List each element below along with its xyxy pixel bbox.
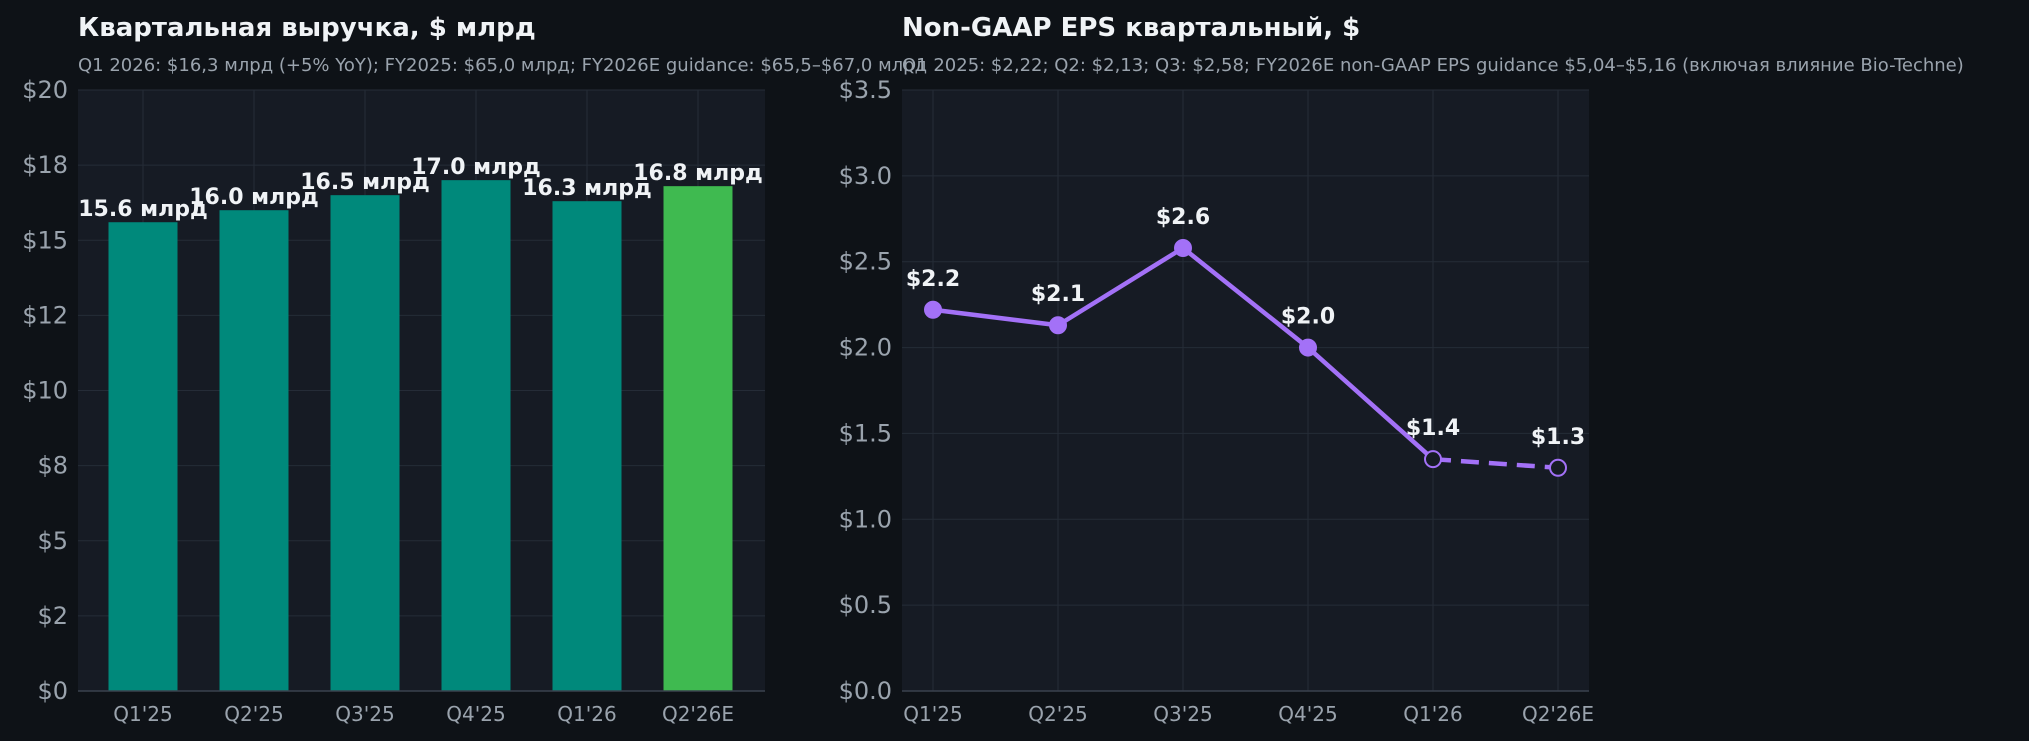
eps-point — [1299, 338, 1317, 357]
revenue-y-tick-label: $15 — [22, 226, 68, 254]
revenue-y-tick-label: $20 — [22, 76, 68, 104]
revenue-y-tick-label: $18 — [22, 151, 68, 179]
eps-y-tick-label: $3.0 — [839, 162, 892, 190]
revenue-y-tick-label: $0 — [37, 677, 68, 705]
eps-estimate-point — [1424, 450, 1442, 469]
eps-chart: Non-GAAP EPS квартальный, $ Q1 2025: $2,… — [839, 13, 1964, 726]
eps-chart-subtitle: Q1 2025: $2,22; Q2: $2,13; Q3: $2,58; FY… — [902, 55, 1964, 76]
revenue-x-tick-label: Q1'26 — [557, 702, 616, 726]
revenue-bar-label: 16.3 млрд — [522, 176, 652, 201]
eps-point-label: $2.0 — [1281, 305, 1335, 330]
eps-y-tick-label: $3.5 — [839, 76, 892, 104]
revenue-bar-label: 15.6 млрд — [78, 197, 208, 222]
eps-point-label: $2.6 — [1156, 205, 1210, 230]
revenue-y-ticks: $0 $2 $5 $8 $10 $12 $15 $18 $20 — [22, 76, 68, 705]
revenue-bar — [441, 180, 511, 691]
revenue-y-tick-label: $10 — [22, 377, 68, 405]
revenue-x-tick-label: Q3'25 — [335, 702, 394, 726]
eps-y-ticks: $0.0 $0.5 $1.0 $1.5 $2.0 $2.5 $3.0 $3.5 — [839, 76, 892, 705]
revenue-bar — [219, 210, 289, 691]
eps-estimate-point — [1549, 458, 1567, 477]
revenue-bar — [330, 195, 400, 692]
revenue-bar — [552, 201, 622, 691]
eps-estimate-line — [1432, 456, 1559, 471]
revenue-x-tick-label: Q2'26E — [662, 702, 734, 726]
eps-point — [1174, 238, 1192, 257]
eps-point — [924, 300, 942, 319]
eps-plot-area — [902, 90, 1589, 691]
revenue-chart: Квартальная выручка, $ млрд Q1 2026: $16… — [22, 13, 927, 726]
revenue-x-tick-label: Q2'25 — [224, 702, 283, 726]
revenue-gridlines — [78, 89, 765, 692]
eps-y-tick-label: $1.5 — [839, 419, 892, 447]
revenue-y-tick-label: $5 — [37, 527, 68, 555]
revenue-bar — [108, 222, 178, 691]
revenue-x-tick-label: Q4'25 — [446, 702, 505, 726]
eps-point-label: $2.1 — [1031, 282, 1085, 307]
revenue-bar-label: 17.0 млрд — [411, 155, 541, 180]
revenue-bar-label: 16.5 млрд — [300, 170, 430, 195]
eps-data-labels: $2.2 $2.1 $2.6 $2.0 $1.4 $1.3 — [906, 205, 1585, 450]
eps-point-label: $1.4 — [1406, 416, 1460, 441]
revenue-bars — [108, 180, 733, 692]
eps-x-tick-label: Q1'25 — [903, 702, 962, 726]
revenue-chart-title: Квартальная выручка, $ млрд — [78, 13, 536, 43]
eps-y-tick-label: $2.5 — [839, 248, 892, 276]
eps-x-ticks: Q1'25 Q2'25 Q3'25 Q4'25 Q1'26 Q2'26E — [903, 702, 1594, 726]
eps-x-tick-label: Q2'25 — [1028, 702, 1087, 726]
revenue-chart-subtitle: Q1 2026: $16,3 млрд (+5% YoY); FY2025: $… — [78, 55, 927, 76]
revenue-y-tick-label: $12 — [22, 301, 68, 329]
eps-y-tick-label: $0.5 — [839, 591, 892, 619]
revenue-bar — [663, 186, 733, 691]
revenue-y-tick-label: $2 — [37, 602, 68, 630]
eps-x-tick-label: Q4'25 — [1278, 702, 1337, 726]
eps-chart-title: Non-GAAP EPS квартальный, $ — [902, 13, 1360, 43]
eps-y-tick-label: $1.0 — [839, 505, 892, 533]
revenue-x-tick-label: Q1'25 — [113, 702, 172, 726]
eps-x-tick-label: Q3'25 — [1153, 702, 1212, 726]
eps-point-label: $2.2 — [906, 267, 960, 292]
revenue-y-tick-label: $8 — [37, 452, 68, 480]
revenue-bar-label: 16.8 млрд — [633, 161, 763, 186]
eps-point-label: $1.3 — [1531, 425, 1585, 450]
revenue-x-ticks: Q1'25 Q2'25 Q3'25 Q4'25 Q1'26 Q2'26E — [113, 702, 734, 726]
revenue-bar-label: 16.0 млрд — [189, 185, 319, 210]
eps-x-tick-label: Q1'26 — [1403, 702, 1462, 726]
eps-y-tick-label: $0.0 — [839, 677, 892, 705]
eps-x-tick-label: Q2'26E — [1522, 702, 1594, 726]
eps-point — [1049, 316, 1067, 335]
eps-points — [924, 238, 1567, 477]
eps-y-tick-label: $2.0 — [839, 334, 892, 362]
